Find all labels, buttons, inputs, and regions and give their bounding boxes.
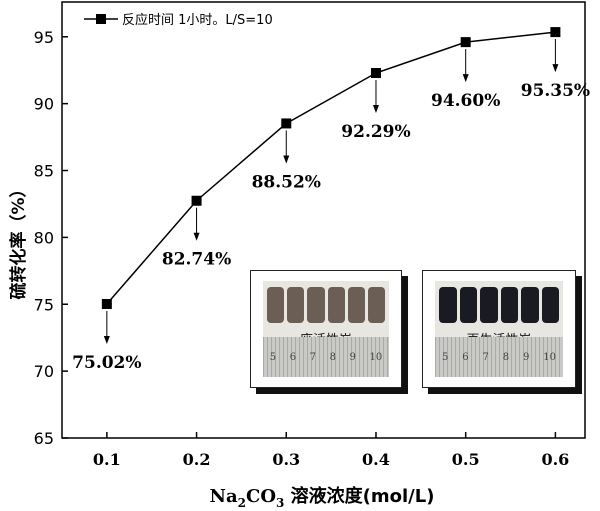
ruler-number: 5: [269, 351, 277, 363]
pellet: [439, 287, 457, 323]
legend-label: 反应时间 1小时。L/S=10: [122, 12, 273, 28]
pellet: [541, 287, 559, 323]
data-label: 95.35%: [521, 81, 590, 101]
pellet: [347, 287, 365, 323]
x-tick-label: 0.3: [272, 450, 300, 469]
plot-frame: [61, 1, 586, 439]
pellet: [480, 287, 498, 323]
ruler-number: 7: [309, 351, 317, 363]
x-axis-label: Na2CO3 溶液浓度(mol/L): [210, 485, 435, 510]
data-point: [370, 68, 381, 79]
data-label: 75.02%: [72, 353, 141, 373]
inset-photo-spent-carbon: 废活性炭5678910: [250, 270, 402, 388]
pellet: [287, 287, 305, 323]
arrow-head: [103, 335, 110, 344]
series-line: [106, 31, 556, 305]
legend: 反应时间 1小时。L/S=10: [84, 12, 273, 28]
pellet: [307, 287, 325, 323]
ruler-number: 9: [349, 351, 356, 363]
pellet: [500, 287, 518, 323]
ruler-number: 8: [329, 351, 336, 363]
x-tick-label: 0.2: [183, 450, 211, 469]
data-point: [460, 37, 471, 48]
arrow-head: [283, 155, 290, 164]
pellet: [327, 287, 345, 323]
arrow-head: [372, 105, 379, 114]
data-point: [550, 27, 561, 38]
data-point: [281, 118, 292, 129]
x-tick-label: 0.4: [362, 450, 390, 469]
y-tick-label: 65: [34, 429, 54, 448]
x-tick-label: 0.1: [93, 450, 121, 469]
data-label: 82.74%: [162, 250, 231, 270]
pellet: [267, 287, 285, 323]
inset-photo-regenerated-carbon: 再生活性炭5678910: [422, 270, 576, 388]
ruler-number: 5: [441, 351, 449, 363]
data-point: [191, 195, 202, 206]
ruler: 5 6 7 8 9 10: [263, 337, 389, 377]
x-tick-label: 0.6: [541, 450, 569, 469]
y-tick-label: 90: [34, 95, 54, 114]
arrow-head: [462, 74, 469, 83]
y-axis-label: 硫转化率（%）: [8, 180, 29, 299]
pellet: [521, 287, 539, 323]
x-tick-label: 0.5: [452, 450, 480, 469]
y-tick-label: 70: [34, 362, 54, 381]
data-label: 94.60%: [431, 91, 500, 111]
arrow-head: [193, 232, 200, 241]
y-tick-label: 85: [34, 162, 54, 181]
data-point: [101, 298, 112, 309]
ruler-number: 8: [502, 351, 510, 363]
ruler-number: 6: [289, 351, 297, 363]
ruler-number: 10: [369, 351, 383, 363]
y-tick-label: 75: [34, 295, 54, 314]
ruler-number: 6: [462, 351, 469, 363]
pellet: [367, 287, 386, 323]
data-label: 88.52%: [252, 172, 321, 192]
data-label: 92.29%: [341, 122, 410, 142]
ruler: 5 6 7 8 9 10: [435, 337, 563, 377]
y-tick-label: 80: [34, 228, 54, 247]
arrow-head: [552, 64, 559, 73]
ruler-number: 7: [482, 351, 489, 363]
ruler-number: 9: [523, 351, 530, 363]
y-tick-label: 95: [34, 28, 54, 47]
legend-marker: [96, 14, 106, 24]
ruler-number: 10: [543, 351, 556, 363]
pellet: [459, 287, 477, 323]
